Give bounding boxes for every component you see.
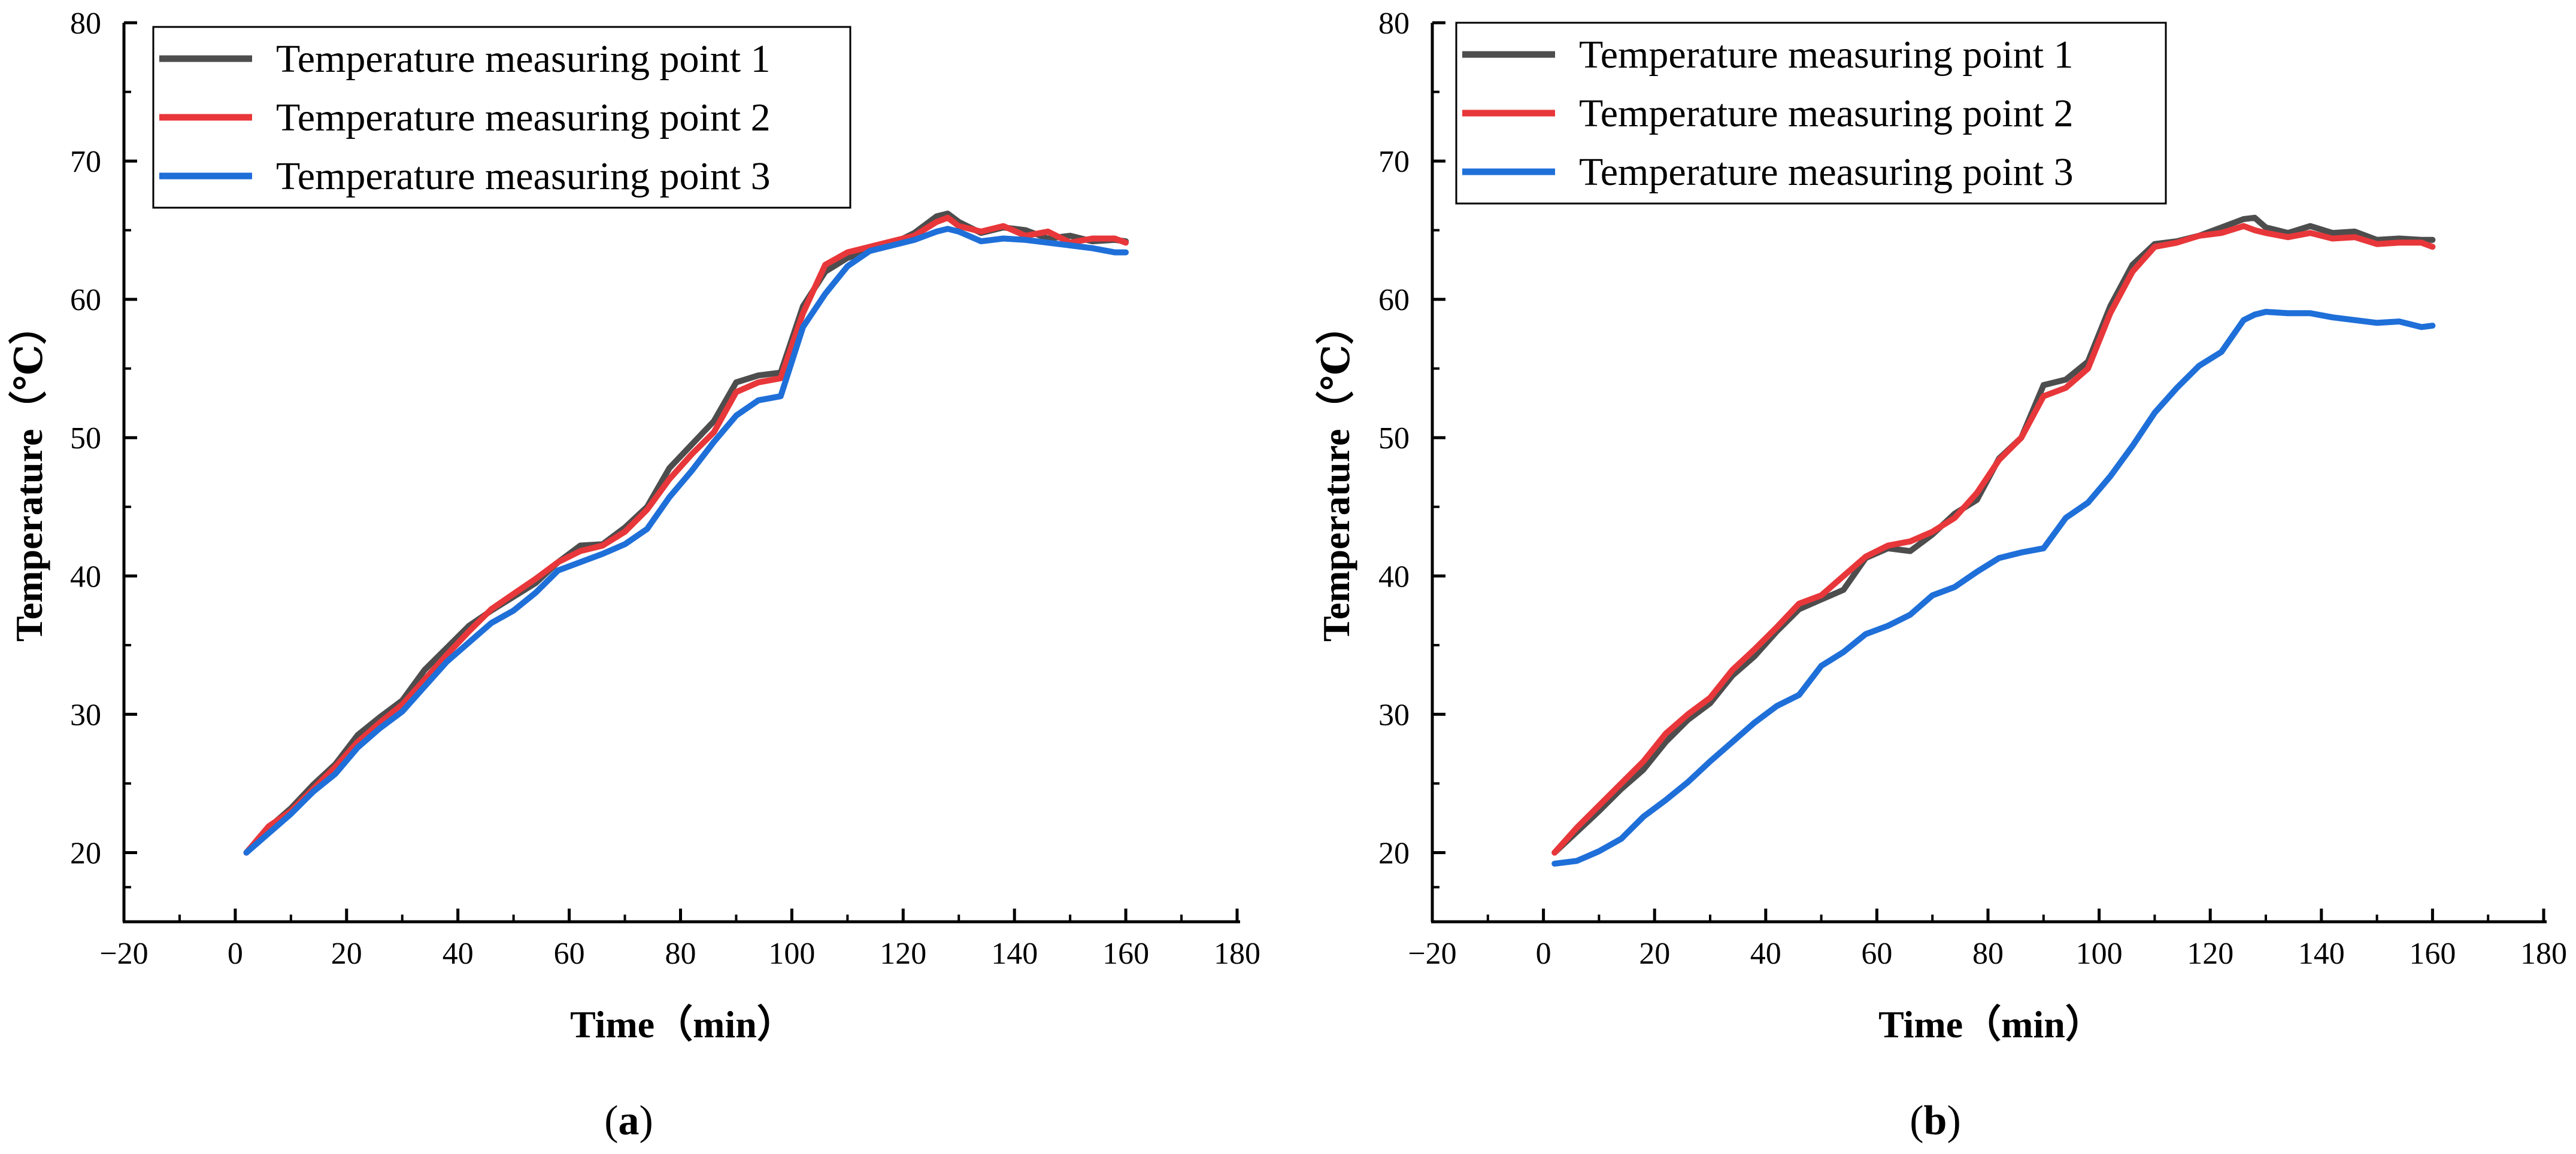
x-tick-label: 20 (1639, 937, 1670, 971)
series-lines (243, 210, 1129, 856)
x-tick-label: 100 (768, 937, 815, 971)
y-tick-label: 70 (1378, 145, 1410, 179)
x-tick-label: 60 (1861, 937, 1892, 971)
y-tick-label: 50 (1378, 421, 1410, 455)
y-tick-label: 50 (70, 421, 101, 455)
x-tick-label: 40 (443, 937, 474, 971)
legend-items: Temperature measuring point 1 Temperature… (159, 37, 771, 198)
y-tick-label: 70 (70, 145, 101, 179)
x-tick-label: 140 (2298, 937, 2345, 971)
ticks: −20 0 20 40 60 80 100 120 140 160 180 20 30 40 50 60 70 8… (1378, 7, 2567, 971)
panel-caption: (b) (1910, 1098, 1961, 1144)
ticks: −20 0 20 40 60 80 100 120 140 160 180 20 30 40 50 60 70 8… (70, 7, 1260, 971)
legend-label: Temperature measuring point 3 (1579, 150, 2074, 194)
series-line-point-2 (243, 214, 1129, 856)
x-tick-label: 180 (2520, 937, 2567, 971)
series-line-point-3 (243, 226, 1129, 856)
x-tick-label: 0 (1536, 937, 1551, 971)
x-tick-label: 60 (554, 937, 585, 971)
legend: Temperature measuring point 1 Temperature… (152, 26, 851, 209)
y-tick-label: 30 (1378, 698, 1410, 732)
plot-area: −20 0 20 40 60 80 100 120 140 160 180 20 30 40 50 60 70 8… (70, 7, 1260, 971)
legend-box (152, 26, 851, 209)
y-tick-label: 80 (1378, 7, 1410, 41)
series-line-point-2 (1551, 223, 2436, 856)
y-axis-title: Temperature（℃） (1315, 306, 1357, 642)
x-tick-label: 120 (880, 937, 926, 971)
legend-label: Temperature measuring point 1 (276, 37, 771, 81)
x-tick-label: 180 (1214, 937, 1260, 971)
panel-a: −20 0 20 40 60 80 100 120 140 160 180 20 30 40 50 60 70 8… (8, 7, 1260, 1144)
y-tick-label: 40 (1378, 560, 1410, 594)
y-tick-label: 40 (70, 560, 101, 594)
x-tick-label: 160 (1102, 937, 1149, 971)
legend: Temperature measuring point 1 Temperature… (1455, 22, 2167, 205)
legend-label: Temperature measuring point 2 (1579, 92, 2074, 135)
y-tick-label: 20 (70, 836, 101, 870)
legend-label: Temperature measuring point 1 (1579, 33, 2074, 77)
x-tick-label: 80 (665, 937, 696, 971)
x-tick-label: −20 (1408, 937, 1456, 971)
x-tick-label: 80 (1972, 937, 2004, 971)
series-lines (1551, 214, 2436, 867)
legend-label: Temperature measuring point 3 (276, 154, 771, 198)
x-tick-label: 120 (2187, 937, 2233, 971)
x-tick-label: 100 (2076, 937, 2123, 971)
y-tick-label: 30 (70, 698, 101, 732)
legend-items: Temperature measuring point 1 Temperature… (1462, 33, 2074, 194)
series-line-point-1 (243, 210, 1129, 856)
y-tick-label: 80 (70, 7, 101, 41)
x-tick-label: −20 (99, 937, 148, 971)
y-tick-label: 20 (1378, 836, 1410, 870)
x-axis-title: Time（min） (570, 1003, 795, 1046)
panel-caption: (a) (604, 1098, 653, 1144)
plot-area: −20 0 20 40 60 80 100 120 140 160 180 20 30 40 50 60 70 8… (1378, 7, 2567, 971)
series-line-point-3 (1551, 309, 2436, 867)
x-axis-title: Time（min） (1878, 1003, 2104, 1046)
legend-box (1455, 22, 2167, 205)
x-tick-label: 160 (2409, 937, 2456, 971)
x-tick-label: 140 (991, 937, 1038, 971)
x-tick-label: 0 (228, 937, 243, 971)
y-tick-label: 60 (1378, 283, 1410, 317)
y-tick-label: 60 (70, 283, 101, 317)
panel-b: −20 0 20 40 60 80 100 120 140 160 180 20 30 40 50 60 70 8… (1315, 7, 2567, 1144)
x-tick-label: 40 (1750, 937, 1781, 971)
legend-label: Temperature measuring point 2 (276, 96, 771, 139)
y-axis-title: Temperature（℃） (8, 306, 50, 642)
x-tick-label: 20 (331, 937, 362, 971)
